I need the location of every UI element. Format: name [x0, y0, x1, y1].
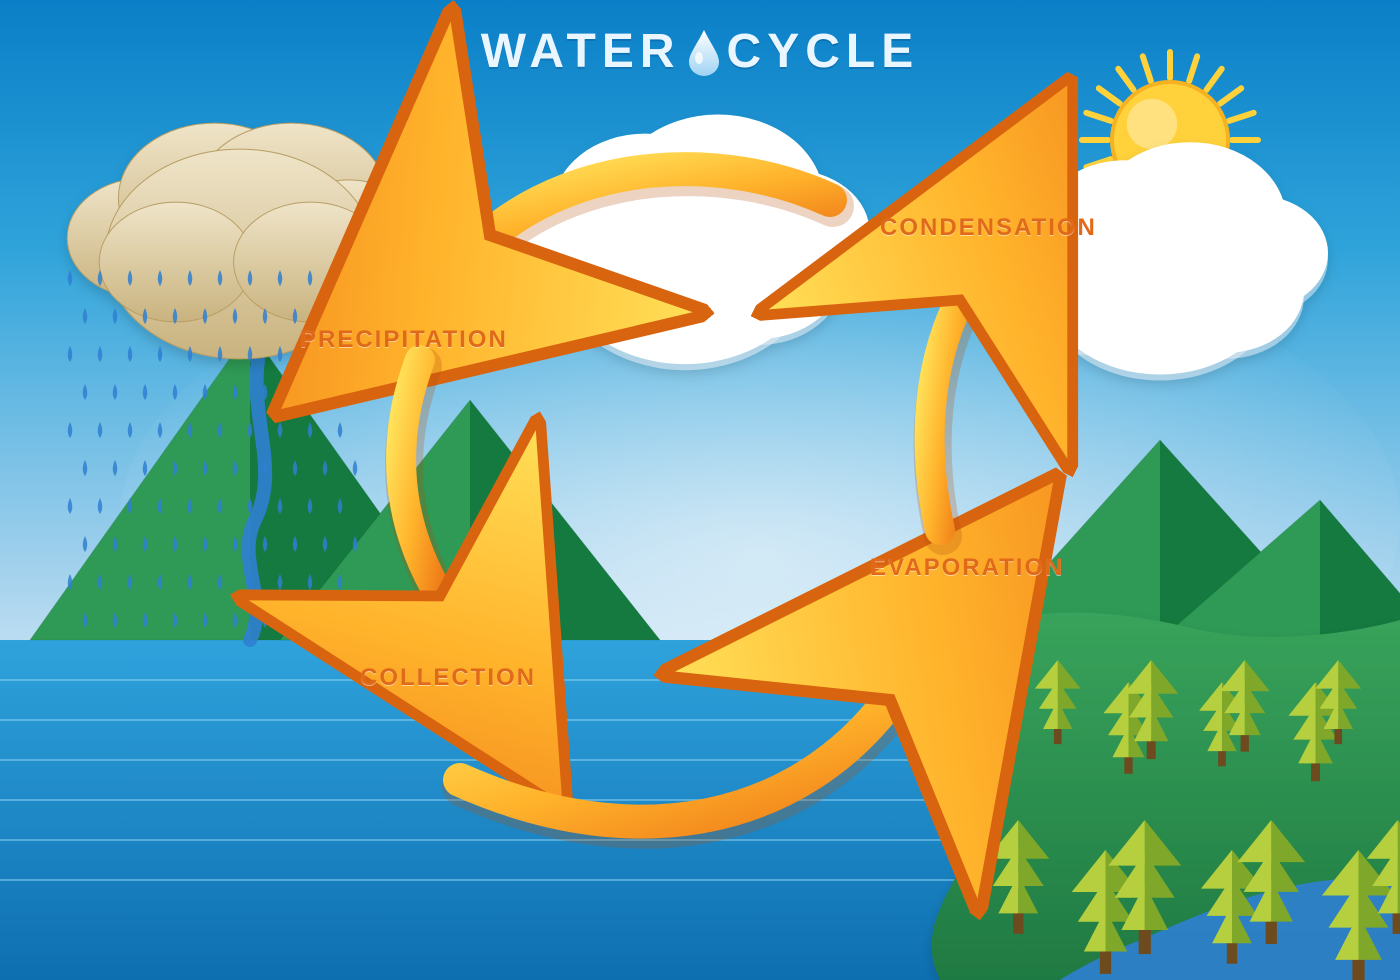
water-cycle-diagram: WATER CYCLE CONDENSATION PRECIPITATION C… [0, 0, 1400, 980]
label-collection: COLLECTION [360, 664, 536, 692]
scene-svg [0, 0, 1400, 980]
title-left: WATER [481, 24, 681, 79]
label-condensation: CONDENSATION [880, 214, 1097, 242]
title-right: CYCLE [727, 24, 920, 79]
page-title: WATER CYCLE [0, 24, 1400, 79]
label-evaporation: EVAPORATION [870, 554, 1064, 582]
label-precipitation: PRECIPITATION [300, 326, 508, 354]
land-right [932, 613, 1400, 980]
water-drop-icon [687, 28, 721, 76]
